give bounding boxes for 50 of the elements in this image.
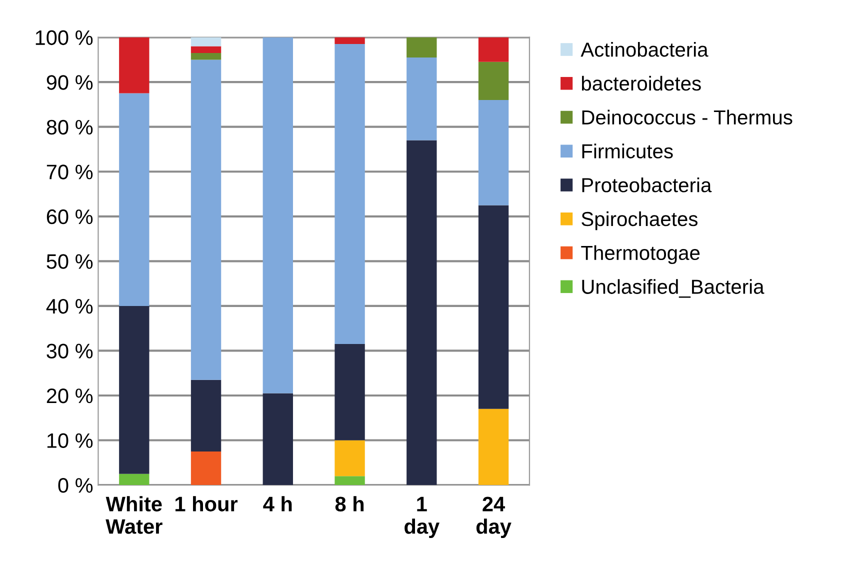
legend-label: Deinococcus - Thermus: [582, 110, 792, 125]
bar: [190, 380, 222, 452]
x-tick-label: 24 day: [476, 496, 512, 538]
bar: [334, 37, 365, 44]
bar: [262, 393, 293, 486]
y-tick-label: 70 %: [46, 164, 93, 180]
bar: [190, 46, 222, 53]
legend-label: Unclasified_Bacteria: [582, 279, 764, 298]
bar: [478, 37, 509, 62]
bar: [119, 37, 150, 94]
bar: [262, 37, 293, 394]
legend-label: Proteobacteria: [582, 178, 712, 192]
bar: [190, 451, 222, 486]
legend-label: bacteroidetes: [582, 76, 701, 91]
bar: [478, 408, 509, 486]
bar: [119, 306, 150, 474]
bar: [406, 57, 437, 140]
legend-label: Actinobacteria: [580, 42, 708, 57]
x-tick-label: 4 h: [263, 496, 292, 512]
x-tick-label: 1 hour: [176, 496, 238, 512]
bar: [119, 93, 150, 306]
bar: [334, 44, 365, 344]
bar: [478, 205, 509, 409]
y-tick-label: 0 %: [58, 478, 93, 493]
legend-label: Thermotogae: [581, 245, 700, 264]
bar: [190, 37, 222, 46]
legend-label: Spirochaetes: [582, 211, 698, 230]
y-tick-label: 20 %: [46, 388, 93, 404]
bar: [334, 344, 365, 440]
y-tick-label: 60 %: [46, 209, 93, 224]
y-tick-label: 40 %: [46, 298, 93, 314]
bar: [478, 62, 509, 100]
bar: [406, 140, 437, 486]
y-tick-label: 10 %: [47, 433, 93, 448]
y-tick-label: 30 %: [46, 344, 93, 358]
y-tick-label: 50 %: [46, 254, 93, 269]
legend-label: Firmicutes: [582, 144, 673, 158]
bar: [190, 60, 222, 380]
x-tick-label: 8 h: [335, 496, 364, 512]
bar: [190, 52, 222, 60]
bar: [334, 476, 365, 486]
y-tick-label: 100 %: [36, 30, 93, 46]
x-tick-label: White Water: [106, 496, 162, 534]
bar: [406, 37, 437, 58]
bar: [119, 474, 150, 486]
bar: [334, 440, 365, 476]
y-tick-label: 80 %: [46, 120, 93, 135]
x-tick-label: 1 day: [404, 496, 440, 538]
y-tick-label: 90 %: [46, 75, 93, 90]
bar: [478, 100, 509, 206]
